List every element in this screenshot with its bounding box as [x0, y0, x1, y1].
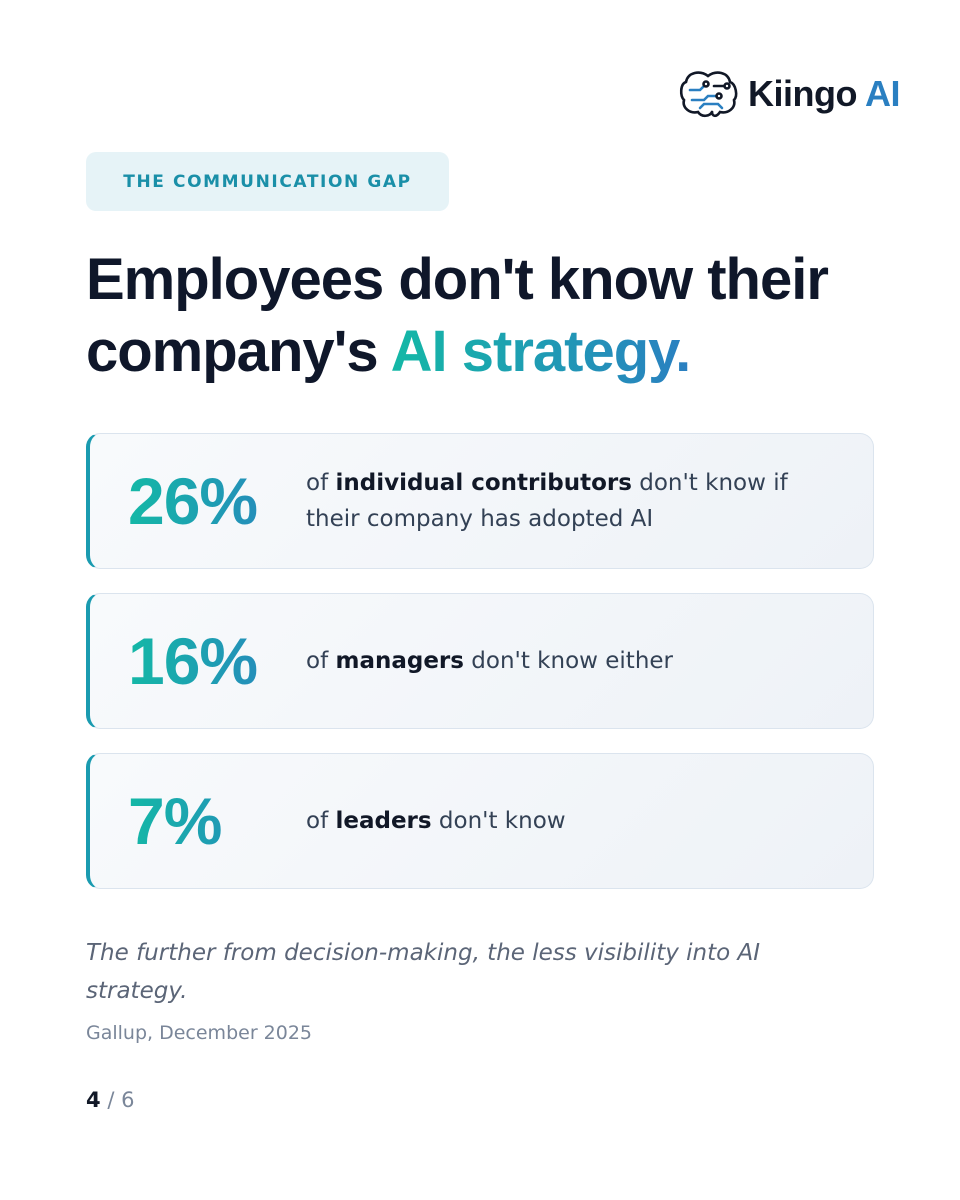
footnote: The further from decision-making, the le… [86, 940, 761, 1004]
stat-value: 26% [128, 463, 306, 539]
stat-emphasis: leaders [335, 808, 432, 834]
tag: THE COMMUNICATION GAP [86, 152, 449, 211]
title: Employees don't know their company's AI … [86, 244, 886, 388]
logo-name: Kiingo [748, 73, 857, 114]
stat-card: 16% of managers don't know either [86, 593, 874, 729]
pagination: 4 / 6 [86, 1088, 134, 1112]
stat-description: of managers don't know either [306, 643, 826, 679]
stat-value: 16% [128, 623, 306, 699]
stat-suffix: don't know [431, 808, 566, 834]
stat-value: 7% [128, 783, 306, 859]
page-current: 4 [86, 1088, 101, 1112]
title-highlight: AI strategy. [390, 319, 692, 384]
logo: Kiingo AI [678, 68, 901, 120]
stat-prefix: of [306, 470, 336, 496]
stat-prefix: of [306, 648, 336, 674]
page-separator: / [107, 1088, 115, 1112]
stat-emphasis: individual contributors [335, 470, 632, 496]
stat-description: of leaders don't know [306, 803, 826, 839]
stat-suffix: don't know either [463, 648, 674, 674]
page-total: 6 [121, 1088, 135, 1112]
title-lead: Employees don't know their company's [86, 247, 829, 384]
stat-card: 26% of individual contributors don't know… [86, 433, 874, 569]
stat-prefix: of [306, 808, 336, 834]
stat-description: of individual contributors don't know if… [306, 465, 826, 537]
source: Gallup, December 2025 [86, 1022, 313, 1044]
stat-emphasis: managers [335, 648, 464, 674]
logo-icon [679, 71, 738, 118]
stat-card: 7% of leaders don't know [86, 753, 874, 889]
stat-suffix: don't know if their company has adopted … [306, 470, 788, 532]
logo-accent: AI [865, 73, 901, 114]
